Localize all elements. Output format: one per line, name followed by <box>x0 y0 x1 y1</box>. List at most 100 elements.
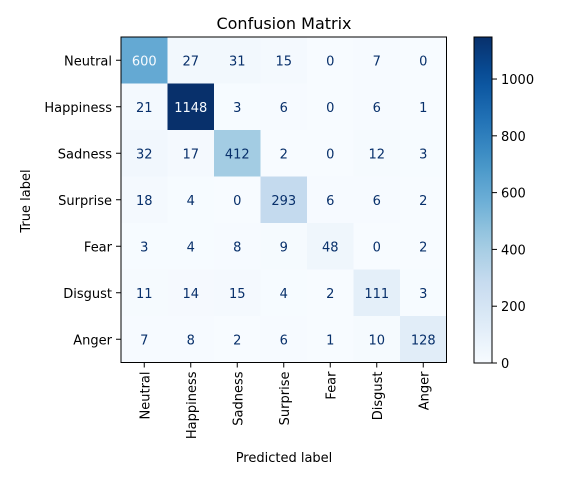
heatmap-cell <box>307 130 354 177</box>
cell-value-label: 2 <box>419 240 427 255</box>
cell-value-label: 27 <box>182 54 199 69</box>
heatmap-cell <box>307 223 354 270</box>
heatmap-cell <box>167 176 215 224</box>
cell-value-label: 3 <box>419 147 427 162</box>
cell-value-label: 32 <box>136 147 153 162</box>
heatmap-cell <box>307 269 354 317</box>
cell-value-label: 17 <box>182 147 199 162</box>
cell-value-label: 2 <box>419 194 427 209</box>
y-axis-label: True label <box>19 169 34 233</box>
cell-value-label: 3 <box>419 287 427 302</box>
cell-value-label: 8 <box>187 333 195 348</box>
heatmap-cell <box>260 37 308 84</box>
y-tick-label: Happiness <box>44 101 112 116</box>
x-tick-label: Fear <box>324 371 339 400</box>
cell-value-label: 48 <box>322 240 339 255</box>
heatmap-cell <box>214 223 261 270</box>
heatmap-cell <box>260 316 308 363</box>
y-tick-label: Neutral <box>64 54 112 69</box>
cell-value-label: 15 <box>275 54 292 69</box>
cell-value-label: 6 <box>280 333 288 348</box>
cell-value-label: 6 <box>280 101 288 116</box>
cell-value-label: 1 <box>419 101 427 116</box>
colorbar-gradient <box>473 36 493 364</box>
y-tick-label: Disgust <box>63 287 112 302</box>
y-tick-label: Surprise <box>58 194 112 209</box>
heatmap-cells: 600 27 31 15 0 7 021 1148 3 6 0 6 132 17 412 2 0 12 318 4 0 2… <box>121 37 447 363</box>
y-tick-label: Anger <box>73 333 112 348</box>
cell-value-label: 2 <box>326 287 334 302</box>
heatmap-cell <box>260 130 308 177</box>
x-tick-label: Anger <box>417 371 432 410</box>
cell-value-label: 21 <box>136 101 153 116</box>
cell-value-label: 0 <box>326 147 334 162</box>
cell-value-label: 6 <box>373 194 381 209</box>
heatmap-cell <box>260 223 308 270</box>
heatmap-cell <box>121 269 168 317</box>
heatmap-cell <box>260 83 308 131</box>
cell-value-label: 111 <box>364 287 389 302</box>
heatmap-cell <box>121 83 168 131</box>
heatmap-cell <box>214 269 261 317</box>
cell-value-label: 31 <box>229 54 246 69</box>
cell-value-label: 0 <box>373 240 381 255</box>
cell-value-label: 7 <box>140 333 148 348</box>
heatmap-cell <box>121 130 168 177</box>
heatmap-cell <box>400 269 447 317</box>
heatmap-cell <box>121 37 168 84</box>
colorbar-tick-label: 200 <box>501 300 526 315</box>
cell-value-label: 2 <box>233 333 241 348</box>
cell-value-label: 2 <box>280 147 288 162</box>
cell-value-label: 293 <box>271 194 296 209</box>
heatmap-cell <box>353 223 401 270</box>
cell-value-label: 4 <box>187 240 195 255</box>
cell-value-label: 9 <box>280 240 288 255</box>
cell-value-label: 1 <box>326 333 334 348</box>
heatmap-cell <box>400 83 447 131</box>
cell-value-label: 14 <box>182 287 199 302</box>
heatmap-cell <box>307 37 354 84</box>
heatmap-cell <box>353 316 401 363</box>
y-tick-label: Fear <box>84 240 113 255</box>
cell-value-label: 0 <box>233 194 241 209</box>
heatmap-cell <box>353 269 401 317</box>
cell-value-label: 128 <box>411 333 436 348</box>
heatmap-cell <box>214 37 261 84</box>
x-tick-label: Happiness <box>185 371 200 439</box>
x-tick-label: Neutral <box>138 372 153 420</box>
cell-value-label: 600 <box>132 54 157 69</box>
y-tick-label: Sadness <box>58 147 112 162</box>
cell-value-label: 4 <box>280 287 288 302</box>
colorbar-tick-label: 400 <box>501 243 526 258</box>
cell-value-label: 1148 <box>174 101 207 116</box>
heatmap-cell <box>400 176 447 224</box>
x-tick-label: Surprise <box>278 372 293 426</box>
heatmap-cell <box>167 223 215 270</box>
heatmap-cell <box>214 83 261 131</box>
cell-value-label: 7 <box>373 54 381 69</box>
cell-value-label: 4 <box>187 194 195 209</box>
heatmap-cell <box>260 269 308 317</box>
colorbar-tick-label: 800 <box>501 130 526 145</box>
heatmap-cell <box>260 176 308 224</box>
heatmap-cell <box>167 37 215 84</box>
cell-value-label: 3 <box>140 240 148 255</box>
heatmap-cell <box>167 83 215 131</box>
heatmap-cell <box>400 130 447 177</box>
heatmap-cell <box>307 316 354 363</box>
heatmap-cell <box>353 37 401 84</box>
x-tick-label: Disgust <box>371 372 386 421</box>
heatmap-cell <box>400 316 447 363</box>
cell-value-label: 11 <box>136 287 153 302</box>
cell-value-label: 6 <box>326 194 334 209</box>
heatmap-cell <box>167 269 215 317</box>
heatmap-cell <box>214 130 261 177</box>
heatmap-cell <box>307 83 354 131</box>
colorbar-tick-label: 600 <box>501 187 526 202</box>
x-axis: Neutral Happiness Sadness Surprise Fear Disgu… <box>138 362 432 439</box>
cell-value-label: 12 <box>368 147 385 162</box>
heatmap-cell <box>121 223 168 270</box>
cell-value-label: 0 <box>419 54 427 69</box>
cell-value-label: 15 <box>229 287 246 302</box>
